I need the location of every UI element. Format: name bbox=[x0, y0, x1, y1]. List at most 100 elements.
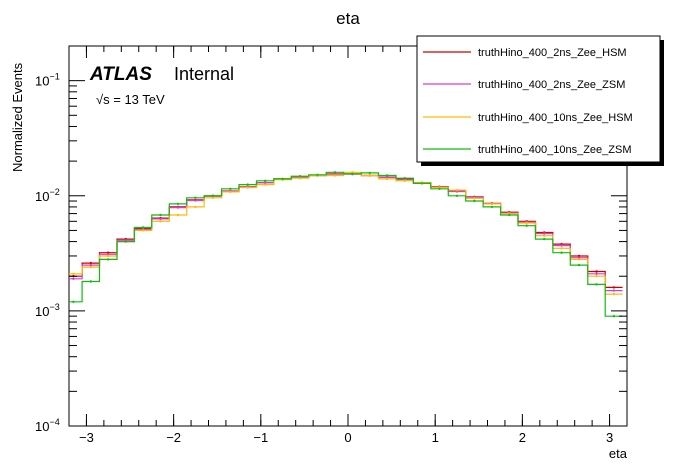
data-point bbox=[264, 179, 267, 182]
data-point bbox=[159, 220, 162, 223]
data-point bbox=[124, 240, 127, 243]
data-point bbox=[386, 177, 389, 181]
data-point bbox=[316, 173, 319, 176]
legend-box bbox=[416, 35, 661, 163]
data-point bbox=[473, 197, 476, 200]
x-tick-label: −3 bbox=[79, 430, 94, 445]
legend-label: truthHino_400_2ns_Zee_HSM bbox=[478, 47, 627, 59]
data-point bbox=[508, 213, 511, 217]
data-point bbox=[89, 280, 93, 283]
series-4 bbox=[69, 171, 623, 318]
data-point bbox=[72, 272, 75, 275]
data-point bbox=[612, 315, 616, 318]
data-point bbox=[159, 217, 162, 221]
data-point bbox=[72, 277, 75, 280]
data-point bbox=[89, 261, 93, 265]
data-point bbox=[246, 186, 249, 189]
data-point bbox=[612, 292, 616, 296]
x-tick-label: 0 bbox=[344, 430, 351, 445]
series-line bbox=[69, 171, 623, 317]
data-point bbox=[525, 224, 528, 227]
data-point bbox=[386, 174, 389, 177]
data-point bbox=[438, 187, 441, 190]
data-point bbox=[333, 171, 337, 174]
data-point bbox=[211, 194, 215, 197]
data-point bbox=[281, 177, 284, 181]
data-point bbox=[560, 251, 563, 254]
y-tick-label: 10−3 bbox=[35, 302, 60, 319]
data-point bbox=[595, 283, 598, 286]
y-tick-label: 10−1 bbox=[35, 72, 60, 89]
data-point bbox=[229, 190, 232, 194]
data-point bbox=[194, 196, 197, 199]
data-point bbox=[577, 256, 581, 259]
data-point bbox=[246, 183, 249, 186]
data-point bbox=[107, 258, 110, 261]
data-point bbox=[560, 247, 563, 250]
data-point bbox=[368, 171, 371, 175]
data-point bbox=[595, 270, 598, 273]
x-tick-label: 1 bbox=[432, 430, 439, 445]
data-point bbox=[577, 263, 581, 267]
data-point bbox=[595, 272, 598, 275]
data-point bbox=[72, 300, 75, 303]
data-point bbox=[264, 181, 267, 184]
data-point bbox=[455, 188, 459, 192]
data-point bbox=[612, 289, 616, 292]
data-point bbox=[612, 286, 616, 289]
data-point bbox=[577, 258, 581, 261]
energy-label: √s = 13 TeV bbox=[96, 92, 165, 107]
data-point bbox=[473, 199, 476, 203]
data-point bbox=[211, 196, 215, 199]
data-point bbox=[176, 202, 180, 206]
data-point bbox=[141, 229, 145, 232]
data-point bbox=[298, 177, 302, 180]
legend-label: truthHino_400_10ns_Zee_ZSM bbox=[478, 144, 631, 156]
data-point bbox=[229, 187, 232, 190]
y-tick-label: 10−2 bbox=[35, 187, 60, 204]
data-point bbox=[176, 213, 180, 217]
data-point bbox=[403, 177, 406, 180]
data-point bbox=[89, 265, 93, 269]
data-point bbox=[298, 175, 302, 178]
data-point bbox=[264, 183, 267, 186]
data-point bbox=[351, 172, 354, 176]
data-point bbox=[194, 199, 197, 202]
x-tick-label: −2 bbox=[166, 430, 181, 445]
data-point bbox=[194, 205, 197, 209]
series-layer bbox=[69, 171, 623, 318]
data-point bbox=[455, 194, 459, 197]
data-point bbox=[420, 182, 424, 185]
data-point bbox=[141, 226, 145, 229]
atlas-label: ATLAS bbox=[89, 64, 152, 85]
data-point bbox=[543, 234, 546, 237]
y-axis-label: Normalized Events bbox=[10, 62, 25, 172]
data-point bbox=[403, 179, 406, 182]
data-point bbox=[560, 244, 563, 247]
legend-entries: truthHino_400_2ns_Zee_HSM truthHino_400_2… bbox=[423, 47, 633, 156]
legend-label: truthHino_400_10ns_Zee_HSM bbox=[478, 112, 633, 124]
data-point bbox=[490, 202, 494, 206]
data-point bbox=[543, 237, 546, 241]
y-tick-label: 10−4 bbox=[35, 417, 60, 434]
data-point bbox=[176, 206, 180, 209]
data-point bbox=[107, 254, 110, 258]
data-point bbox=[490, 205, 494, 209]
data-point bbox=[368, 174, 371, 177]
internal-label: Internal bbox=[174, 64, 234, 84]
x-axis-label: eta bbox=[609, 446, 628, 461]
data-point bbox=[159, 213, 162, 217]
data-point bbox=[577, 254, 581, 258]
x-tick-label: 2 bbox=[519, 430, 526, 445]
data-point bbox=[543, 232, 546, 235]
data-point bbox=[107, 253, 110, 256]
data-point bbox=[89, 263, 93, 267]
x-tick-label: −1 bbox=[253, 430, 268, 445]
x-tick-label: 3 bbox=[606, 430, 613, 445]
legend-label: truthHino_400_2ns_Zee_ZSM bbox=[478, 79, 625, 91]
legend: truthHino_400_2ns_Zee_HSM truthHino_400_2… bbox=[416, 35, 664, 166]
chart-title: eta bbox=[336, 9, 360, 28]
data-point bbox=[595, 275, 598, 278]
data-point bbox=[525, 221, 528, 225]
